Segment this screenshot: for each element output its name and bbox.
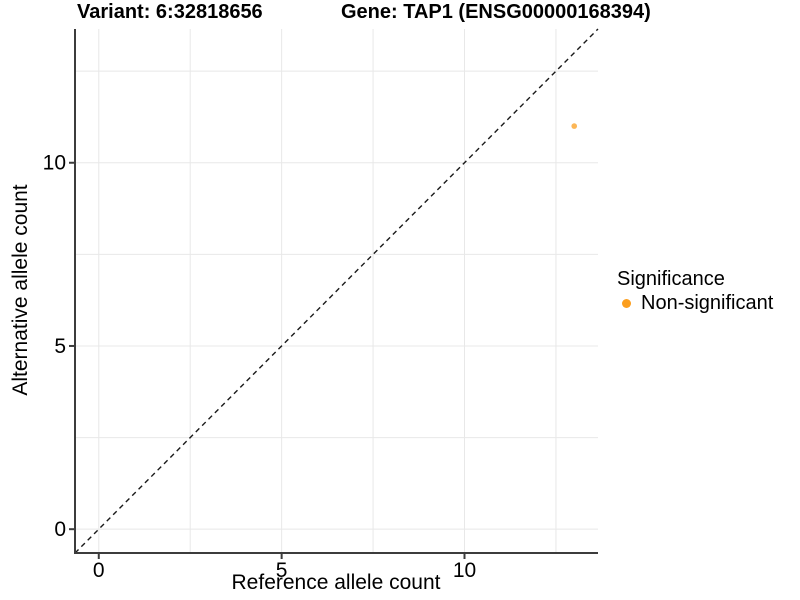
legend-item: Non-significant xyxy=(617,293,773,313)
y-tick-label: 0 xyxy=(54,518,66,541)
x-axis-title: Reference allele count xyxy=(231,571,441,594)
y-axis-title: Alternative allele count xyxy=(9,184,32,396)
variant-title: Variant: 6:32818656 xyxy=(77,1,263,23)
data-point xyxy=(571,123,578,129)
legend: Significance Non-significant xyxy=(617,268,773,313)
legend-title: Significance xyxy=(617,268,725,290)
y-tick-label: 10 xyxy=(43,152,66,175)
x-tick-label: 0 xyxy=(93,559,105,582)
x-tick-label: 10 xyxy=(453,559,476,582)
gridlines xyxy=(75,29,598,553)
identity-line xyxy=(74,28,599,554)
axis-ticks xyxy=(69,161,466,559)
legend-point-icon xyxy=(622,298,631,308)
data-points xyxy=(571,123,578,129)
tick-labels: 0 5 10 0 5 10 xyxy=(43,152,477,582)
gene-title: Gene: TAP1 (ENSG00000168394) xyxy=(341,1,651,23)
y-tick-label: 5 xyxy=(54,335,66,358)
legend-item-label: Non-significant xyxy=(641,292,774,314)
axis-lines xyxy=(74,29,598,554)
x-tick-label: 5 xyxy=(276,559,288,582)
identity-dashed-line xyxy=(74,28,599,554)
